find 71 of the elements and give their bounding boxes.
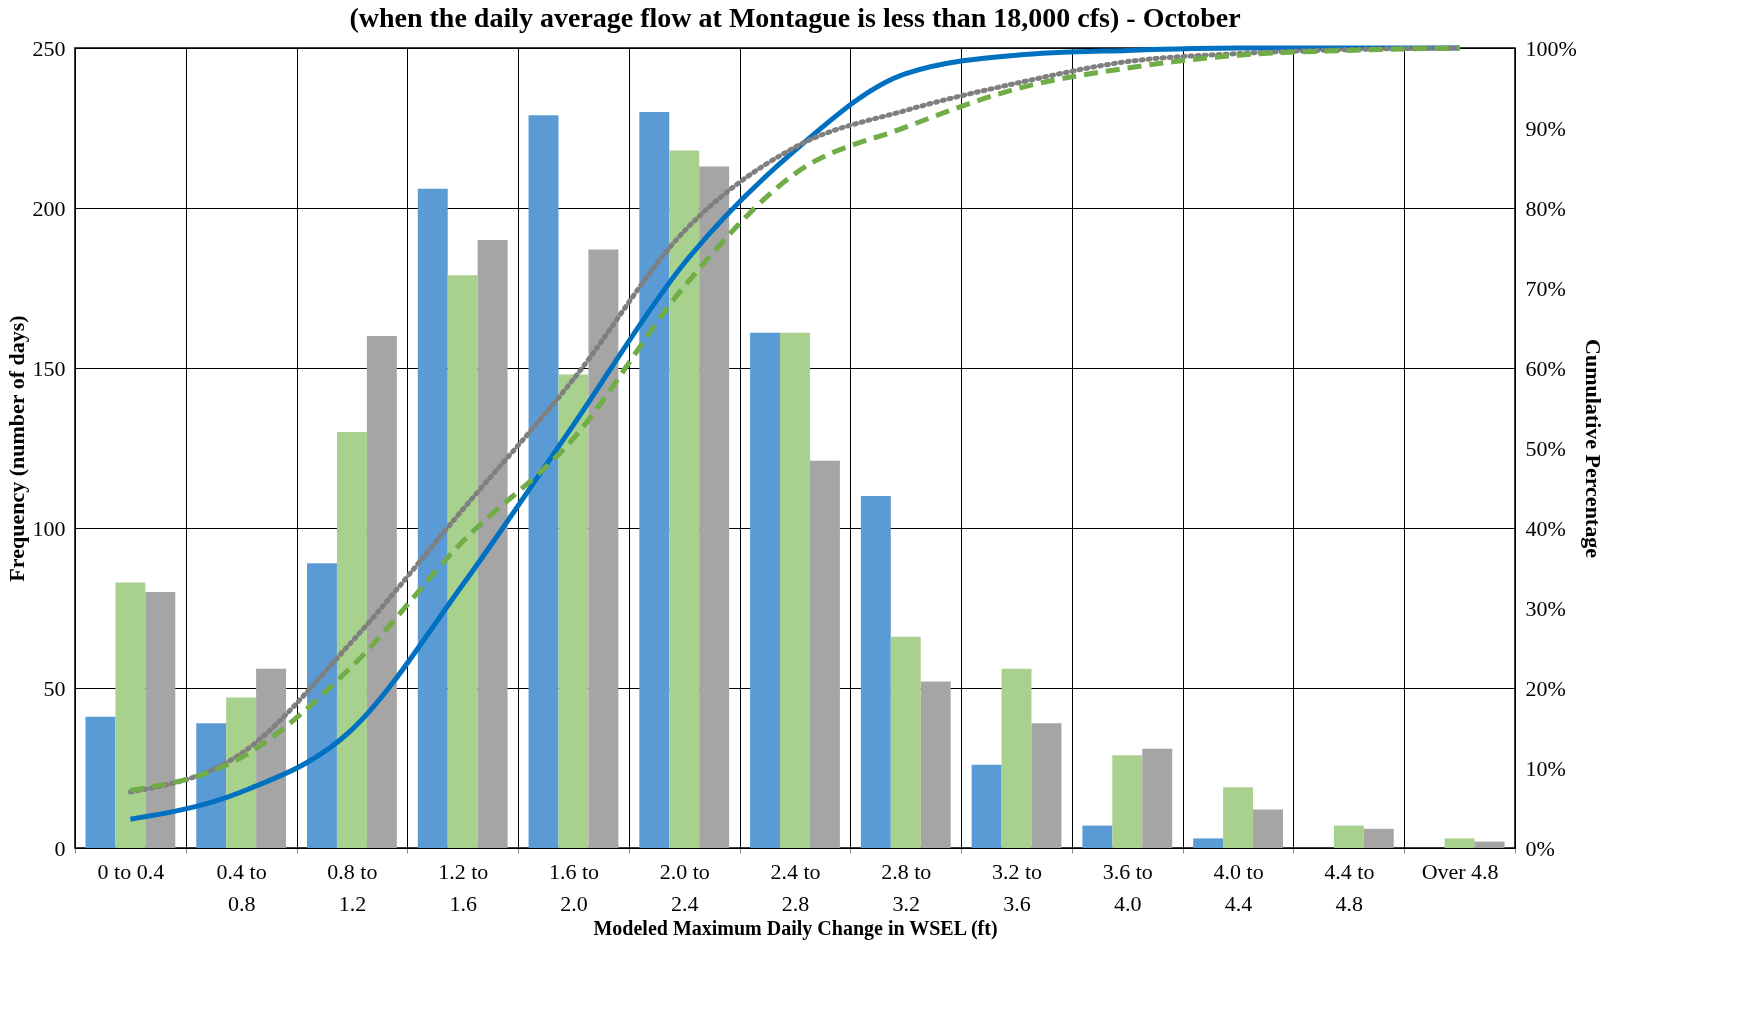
x-tick-label: 3.2 to 3.6 — [991, 858, 1043, 916]
y-tick-label: 250 — [32, 35, 66, 61]
bar — [558, 374, 589, 848]
y2-tick-label: 10% — [1525, 755, 1566, 781]
y2-tick-label: 20% — [1525, 675, 1566, 701]
bar — [1363, 828, 1394, 848]
bar — [890, 636, 921, 848]
bar — [1253, 809, 1283, 848]
y-tick-label: 150 — [32, 355, 66, 381]
y2-tick-label: 30% — [1525, 595, 1566, 621]
bar — [669, 150, 700, 848]
bar — [226, 697, 257, 848]
y2-tick-label: 80% — [1525, 195, 1566, 221]
bar — [1444, 838, 1475, 848]
y-tick-label: 50 — [43, 675, 66, 701]
bar — [860, 496, 891, 848]
x-tick-label: 0 to 0.4 — [97, 858, 165, 884]
bar — [780, 332, 810, 848]
bar — [639, 112, 670, 848]
x-tick-label: 4.4 to 4.8 — [1324, 858, 1375, 916]
x-tick-label: 3.6 to 4.0 — [1102, 858, 1153, 916]
bar — [366, 336, 397, 848]
x-tick-label: 2.0 to 2.4 — [659, 858, 710, 916]
bar — [307, 563, 337, 848]
bar — [1193, 838, 1224, 848]
bar — [971, 764, 1002, 848]
x-tick-label: 1.2 to 1.6 — [438, 858, 489, 916]
bar — [85, 716, 116, 848]
bar — [920, 681, 951, 848]
bar — [1223, 787, 1254, 848]
y-tick-label: 0 — [54, 835, 66, 861]
bar — [1001, 668, 1032, 848]
bar — [809, 460, 840, 848]
bar — [588, 249, 619, 848]
y2-tick-label: 0% — [1525, 835, 1555, 861]
bar — [417, 188, 448, 848]
x-axis-title: Modeled Maximum Daily Change in WSEL (ft) — [593, 916, 998, 940]
y-tick-label: 200 — [32, 195, 66, 221]
bar — [1333, 825, 1364, 848]
x-tick-label: 0.4 to 0.8 — [216, 858, 267, 916]
y-tick-label: 100 — [32, 515, 66, 541]
bar — [1112, 755, 1143, 848]
bar — [196, 723, 227, 848]
y2-tick-label: 90% — [1525, 115, 1566, 141]
bar — [1474, 841, 1505, 848]
chart-title: (when the daily average flow at Montague is less than 18,000 cfs) - October — [349, 2, 1241, 33]
bar — [699, 166, 730, 848]
bar — [145, 592, 176, 848]
bar — [256, 668, 287, 848]
bar — [336, 432, 367, 848]
x-tick-label: 2.4 to 2.8 — [770, 858, 821, 916]
x-tick-label: 2.8 to 3.2 — [881, 858, 932, 916]
x-tick-label: 0.8 to 1.2 — [327, 858, 378, 916]
y-axis-title: Frequency (number of days) — [3, 315, 29, 582]
bar — [1031, 723, 1062, 848]
x-tick-label: 4.0 to 4.4 — [1213, 858, 1264, 916]
bar — [1082, 825, 1113, 848]
y2-tick-label: 50% — [1525, 435, 1566, 461]
y2-tick-label: 40% — [1525, 515, 1566, 541]
bar — [477, 240, 508, 848]
bar — [528, 115, 559, 848]
y2-tick-label: 60% — [1525, 355, 1566, 381]
bar — [750, 332, 781, 848]
bar — [1142, 748, 1173, 848]
y2-tick-label: 70% — [1525, 275, 1566, 301]
x-tick-label: Over 4.8 — [1421, 858, 1499, 884]
y2-tick-label: 100% — [1525, 35, 1577, 61]
bar — [115, 582, 146, 848]
y2-axis-title: Cumulative Percentage — [1580, 339, 1606, 559]
x-tick-label: 1.6 to 2.0 — [548, 858, 600, 916]
bar — [447, 275, 478, 848]
